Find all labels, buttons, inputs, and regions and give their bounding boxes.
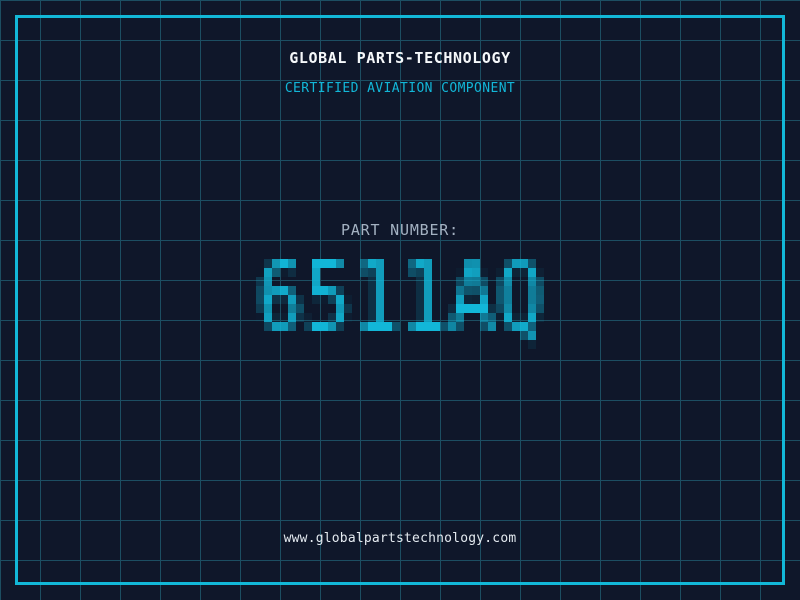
part-number-display xyxy=(240,232,560,358)
certification-tagline: CERTIFIED AVIATION COMPONENT xyxy=(284,81,516,96)
company-name: GLOBAL PARTS-TECHNOLOGY xyxy=(289,49,511,67)
website-url: www.globalpartstechnology.com xyxy=(283,531,517,546)
